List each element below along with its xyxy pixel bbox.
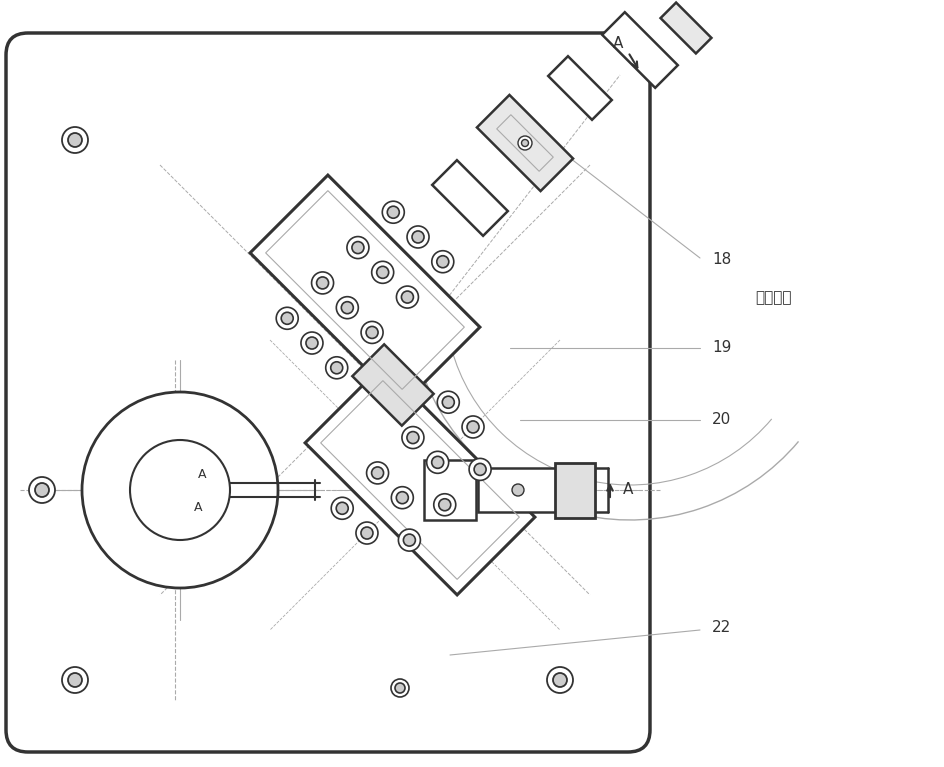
Circle shape <box>346 236 368 258</box>
Circle shape <box>437 391 459 413</box>
Text: 投影夹角: 投影夹角 <box>754 291 791 305</box>
Polygon shape <box>431 160 507 235</box>
Circle shape <box>407 226 429 248</box>
Text: 18: 18 <box>711 252 731 268</box>
Polygon shape <box>305 365 534 595</box>
Polygon shape <box>478 468 557 512</box>
Circle shape <box>82 392 278 588</box>
Text: 19: 19 <box>711 341 731 355</box>
Circle shape <box>281 312 293 324</box>
Circle shape <box>326 357 347 379</box>
Circle shape <box>336 502 347 515</box>
Circle shape <box>403 534 415 546</box>
Circle shape <box>474 463 485 476</box>
Polygon shape <box>352 344 433 426</box>
Circle shape <box>312 272 333 294</box>
Circle shape <box>396 286 418 308</box>
Text: 22: 22 <box>711 621 731 636</box>
Text: A: A <box>622 482 632 498</box>
Circle shape <box>431 251 453 273</box>
Circle shape <box>316 277 329 289</box>
Circle shape <box>68 673 82 687</box>
Circle shape <box>462 416 483 438</box>
Circle shape <box>442 397 454 408</box>
Text: A: A <box>194 502 202 515</box>
Polygon shape <box>554 463 595 518</box>
Text: 20: 20 <box>711 413 731 427</box>
Circle shape <box>552 673 566 687</box>
Polygon shape <box>660 2 711 54</box>
Circle shape <box>436 255 448 268</box>
Circle shape <box>341 301 353 314</box>
Circle shape <box>391 679 409 697</box>
Text: A: A <box>612 37 622 51</box>
Circle shape <box>62 667 88 693</box>
Circle shape <box>407 432 418 443</box>
Circle shape <box>398 529 420 551</box>
Circle shape <box>382 201 404 223</box>
Circle shape <box>431 456 444 469</box>
Circle shape <box>401 426 424 449</box>
Circle shape <box>300 332 323 354</box>
Circle shape <box>396 492 408 504</box>
Polygon shape <box>250 175 480 405</box>
Circle shape <box>517 136 531 150</box>
Polygon shape <box>601 12 677 88</box>
Circle shape <box>35 483 49 497</box>
Circle shape <box>547 667 572 693</box>
Circle shape <box>276 308 298 329</box>
Circle shape <box>365 327 378 338</box>
Circle shape <box>438 499 450 511</box>
Polygon shape <box>548 56 611 120</box>
Circle shape <box>433 494 455 515</box>
Polygon shape <box>477 95 572 191</box>
Circle shape <box>427 451 448 473</box>
Circle shape <box>330 362 343 374</box>
Circle shape <box>377 266 388 278</box>
Polygon shape <box>424 460 476 520</box>
Circle shape <box>336 297 358 318</box>
Circle shape <box>371 262 394 283</box>
Circle shape <box>512 484 523 496</box>
Circle shape <box>330 497 353 519</box>
Circle shape <box>68 133 82 147</box>
Circle shape <box>387 206 399 219</box>
Circle shape <box>361 321 382 344</box>
Circle shape <box>306 337 317 349</box>
Text: A: A <box>197 469 206 482</box>
FancyBboxPatch shape <box>6 33 649 752</box>
Circle shape <box>356 522 378 544</box>
Circle shape <box>62 127 88 153</box>
Circle shape <box>391 487 413 509</box>
Circle shape <box>412 231 424 243</box>
Circle shape <box>401 291 413 303</box>
Circle shape <box>395 683 405 693</box>
Circle shape <box>29 477 55 503</box>
Circle shape <box>468 459 491 480</box>
Circle shape <box>521 140 528 146</box>
Circle shape <box>351 242 363 254</box>
Circle shape <box>371 467 383 479</box>
Circle shape <box>130 440 229 540</box>
Circle shape <box>361 527 373 539</box>
Circle shape <box>366 462 388 484</box>
Circle shape <box>466 421 479 433</box>
